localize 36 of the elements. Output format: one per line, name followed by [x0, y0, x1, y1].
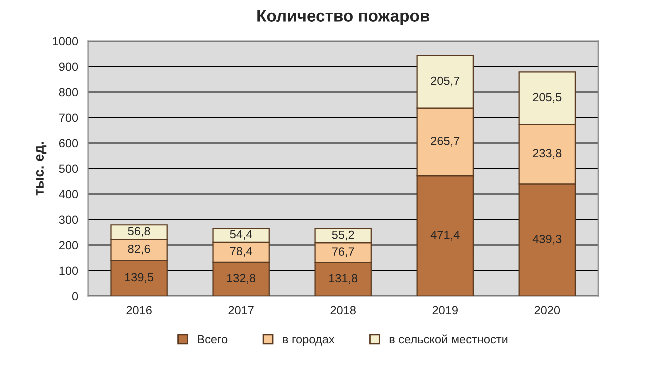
legend-label: в городах	[283, 337, 335, 346]
data-label: 54,4	[230, 230, 252, 240]
x-tick-label: 2016	[126, 306, 152, 315]
y-tick-label: 600	[59, 139, 78, 148]
y-axis-title: тыс. ед.	[36, 142, 47, 196]
legend-label: Всего	[198, 335, 228, 344]
y-tick-label: 100	[60, 266, 78, 276]
y-tick-label: 700	[59, 114, 78, 122]
data-label: 82,6	[128, 244, 150, 255]
data-label: 76,7	[332, 248, 354, 258]
y-tick-label: 1000	[53, 37, 78, 46]
x-tick-label: 2020	[534, 306, 560, 315]
data-label: 439,3	[532, 235, 562, 245]
x-tick-label: 2019	[432, 306, 458, 315]
y-tick-label: 200	[59, 241, 78, 250]
data-label: 471,4	[430, 231, 460, 241]
data-label: 205,7	[431, 76, 460, 87]
data-label: 233,8	[533, 149, 562, 159]
y-tick-label: 300	[59, 216, 78, 224]
data-label: 205,5	[533, 93, 562, 103]
chart-title: Количество пожаров	[258, 10, 430, 26]
y-tick-label: 800	[59, 88, 78, 97]
y-tick-label: 400	[59, 190, 78, 199]
legend-label: в сельской местности	[390, 334, 508, 344]
y-tick-label: 500	[59, 164, 78, 174]
data-label: 56,8	[128, 227, 150, 237]
data-label: 78,4	[230, 247, 252, 257]
y-tick-label: 0	[72, 292, 78, 301]
data-label: 139,5	[125, 273, 154, 284]
y-tick-label: 900	[59, 62, 78, 72]
data-label: 55,2	[332, 230, 354, 241]
data-label: 265,7	[431, 136, 460, 147]
x-tick-label: 2018	[330, 306, 356, 315]
data-label: 132,8	[227, 274, 256, 284]
x-tick-label: 2017	[228, 306, 254, 315]
data-label: 131,8	[329, 274, 358, 284]
